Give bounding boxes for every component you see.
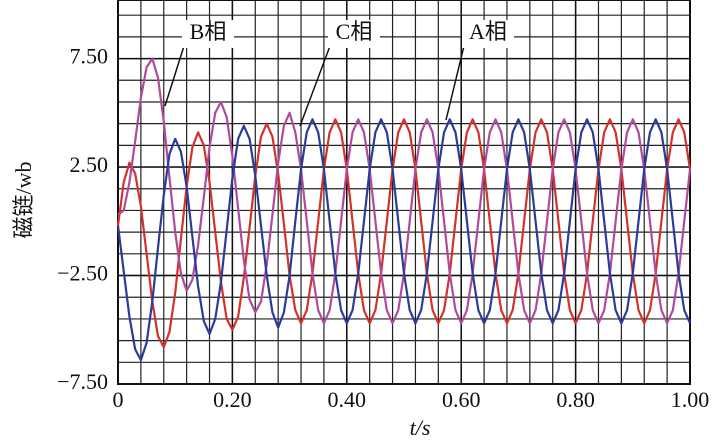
series-label: B相 [190,19,227,44]
label-pointer [299,45,331,127]
series-line [117,57,692,325]
x-tick-label: 0.60 [442,387,481,412]
series-label: C相 [336,19,373,44]
x-tick-label: 0.20 [213,387,252,412]
y-tick-label: 7.50 [70,44,109,69]
label-pointer [164,45,185,107]
plot-frame [117,0,691,385]
x-axis-label: t/s [410,415,431,440]
y-tick-label: −2.50 [57,261,108,286]
y-tick-label: −7.50 [57,369,108,394]
label-background [328,20,380,48]
series-line [116,118,692,349]
x-tick-label: 1.00 [671,387,710,412]
label-background [462,20,514,48]
y-axis-label: 磁链/wb [11,161,36,238]
series-label: A相 [469,19,507,44]
label-background [182,20,234,48]
y-tick-label: 2.50 [70,152,109,177]
label-pointer [445,45,465,121]
x-tick-label: 0.80 [556,387,595,412]
x-tick-label: 0 [113,387,124,412]
x-tick-label: 0.40 [328,387,367,412]
series-line [116,118,692,362]
